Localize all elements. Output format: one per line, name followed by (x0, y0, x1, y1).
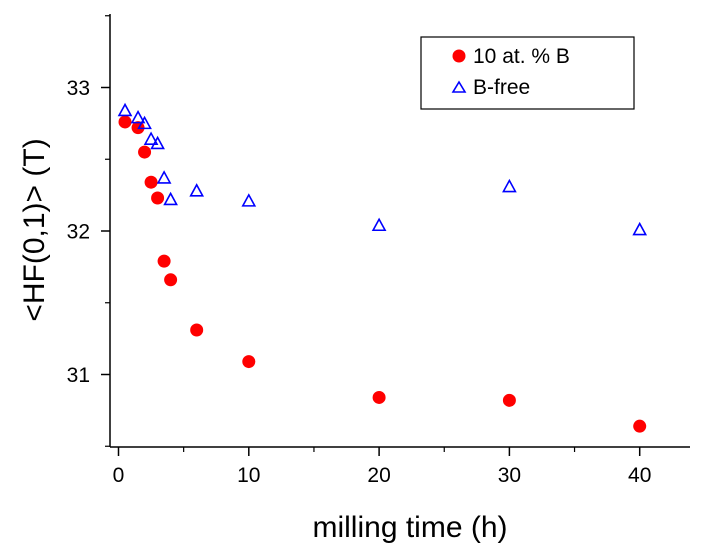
data-point-10at-b (242, 355, 256, 369)
y-ticks: 31 32 33 (67, 15, 110, 447)
x-tick-label: 20 (367, 464, 390, 487)
x-ticks: 0 10 20 30 40 (113, 447, 651, 487)
data-point-10at-b (118, 115, 132, 129)
data-point-10at-b (633, 419, 647, 433)
data-point-10at-b (144, 175, 158, 189)
data-point-b-free (241, 193, 257, 207)
y-axis-title: <HF(0,1)> (T) (18, 138, 51, 321)
legend: 10 at. % B B-free (420, 36, 635, 110)
x-tick-label: 40 (628, 464, 651, 487)
data-point-10at-b (157, 254, 171, 268)
data-point-10at-b (190, 323, 204, 337)
legend-marker-10at-b (452, 49, 466, 63)
x-tick-label: 0 (113, 464, 125, 487)
y-tick-label: 33 (67, 77, 90, 100)
legend-label-series-2: B-free (473, 76, 530, 99)
x-tick-label: 10 (237, 464, 260, 487)
data-point-b-free (156, 170, 172, 184)
y-tick-label: 31 (67, 364, 90, 387)
data-point-10at-b (138, 145, 152, 159)
data-point-10at-b (151, 191, 165, 205)
data-point-10at-b (502, 393, 516, 407)
data-point-b-free (150, 135, 165, 150)
y-tick-label: 32 (67, 221, 90, 244)
x-axis-title: milling time (h) (312, 511, 507, 544)
data-point-b-free (632, 221, 648, 236)
x-tick-label: 30 (498, 464, 521, 487)
data-point-10at-b (372, 390, 386, 404)
data-point-10at-b (164, 273, 178, 287)
legend-label-series-1: 10 at. % B (473, 45, 570, 68)
data-point-b-free (143, 131, 159, 145)
data-point-b-free (130, 109, 146, 124)
legend-box (420, 36, 635, 110)
data-point-b-free (502, 178, 517, 193)
data-point-b-free (371, 217, 387, 232)
data-point-b-free (137, 115, 152, 130)
data-points (117, 102, 648, 433)
data-point-b-free (189, 183, 205, 197)
legend-marker-b-free (451, 80, 467, 93)
data-point-b-free (163, 191, 178, 206)
data-point-b-free (117, 102, 133, 117)
